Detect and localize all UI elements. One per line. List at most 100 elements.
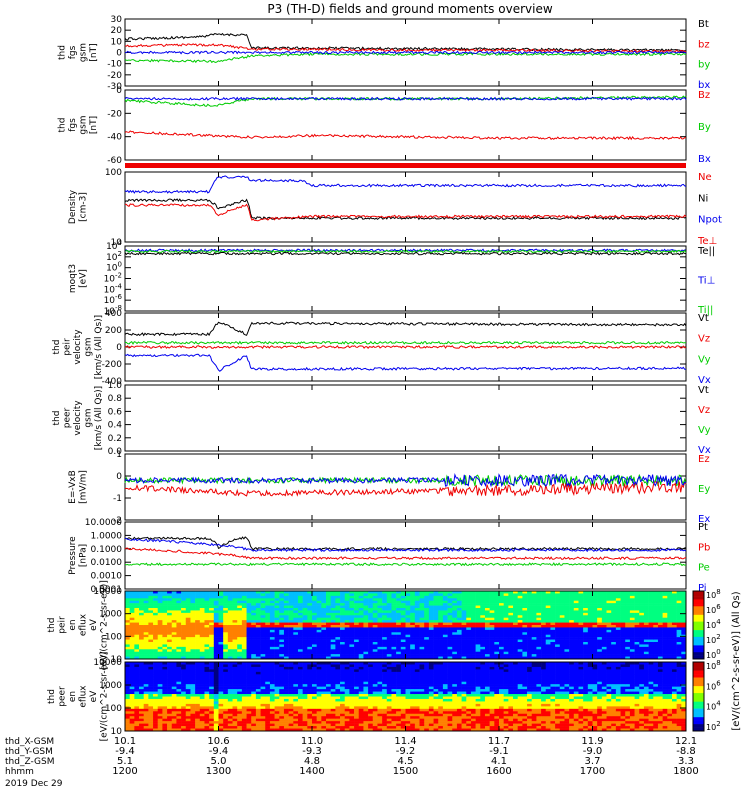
y-axis-label: gsm [84, 337, 94, 356]
spectrogram-cell [424, 627, 430, 631]
spectrogram-cell [527, 605, 533, 609]
spectrogram-cell [288, 698, 294, 702]
spectrogram-cell [330, 634, 336, 638]
spectrogram-cell [293, 698, 299, 702]
spectrogram-cell [513, 622, 518, 626]
legend-entry: Bz [698, 90, 710, 101]
spectrogram-cell [634, 646, 640, 650]
spectrogram-cell [129, 691, 135, 695]
spectrogram-cell [321, 632, 327, 636]
spectrogram-cell [620, 608, 626, 611]
spectrogram-cell [597, 654, 603, 657]
spectrogram-cell [316, 600, 322, 604]
spectrogram-cell [340, 713, 346, 717]
spectrogram-cell [297, 644, 303, 648]
spectrogram-cell [153, 664, 159, 668]
spectrogram-cell [237, 622, 243, 626]
spectrogram-cell [171, 684, 177, 687]
spectrogram-cell [297, 671, 303, 675]
spectrogram-cell [274, 703, 280, 707]
spectrogram-cell [204, 639, 210, 643]
spectrogram-cell [288, 664, 294, 668]
spectrogram-cell [260, 603, 266, 606]
spectrogram-cell [681, 600, 687, 604]
spectrogram-cell [125, 696, 130, 700]
spectrogram-cell [662, 605, 668, 609]
spectrogram-cell [414, 639, 420, 643]
spectrogram-cell [199, 691, 205, 695]
spectrogram-cell [625, 654, 631, 657]
spectrogram-cell [657, 598, 663, 602]
spectrogram-cell [148, 713, 154, 717]
spectrogram-cell [143, 676, 149, 680]
spectrogram-cell [255, 713, 261, 717]
spectrogram-cell [260, 689, 266, 692]
spectrogram-cell [377, 637, 383, 640]
spectrogram-cell [260, 639, 266, 643]
spectrogram-cell [653, 629, 659, 633]
spectrogram-cell [326, 664, 331, 668]
spectrogram-cell [508, 595, 514, 599]
spectrogram-cell [461, 649, 467, 653]
spectrogram-cell [368, 646, 374, 650]
spectrogram-cell [559, 627, 565, 631]
spectrogram-cell [199, 689, 205, 692]
spectrogram-cell [634, 639, 640, 643]
spectrogram-cell [503, 634, 509, 638]
spectrogram-cell [466, 649, 472, 653]
spectrogram-cell [204, 703, 210, 707]
spectrogram-cell [354, 706, 360, 710]
spectrogram-cell [344, 723, 350, 727]
spectrogram-cell [475, 646, 481, 650]
spectrogram-cell [255, 674, 261, 678]
spectrogram-cell [480, 637, 486, 640]
spectrogram-cell [489, 610, 495, 614]
spectrogram-cell [241, 610, 247, 614]
spectrogram-cell [592, 598, 598, 602]
spectrogram-cell [475, 637, 481, 640]
spectrogram-cell [368, 608, 374, 611]
spectrogram-cell [218, 629, 224, 633]
spectrogram-cell [442, 649, 448, 653]
spectrogram-cell [643, 627, 649, 631]
spectrogram-cell [260, 632, 266, 636]
spectrogram-cell [274, 708, 280, 712]
spectrogram-cell [335, 603, 341, 606]
spectrogram-cell [181, 634, 187, 638]
spectrogram-cell [213, 681, 219, 685]
spectrogram-cell [335, 622, 341, 626]
spectrogram-cell [171, 686, 177, 690]
spectrogram-cell [255, 694, 261, 697]
spectrogram-cell [195, 610, 201, 614]
spectrogram-cell [550, 646, 556, 650]
spectrogram-cell [223, 711, 229, 715]
spectrogram-cell [321, 674, 327, 678]
spectrogram-cell [227, 644, 233, 648]
spectrogram-cell [167, 666, 173, 670]
spectrogram-cell [508, 622, 514, 626]
spectrogram-cell [344, 600, 350, 604]
spectrogram-cell [615, 620, 621, 623]
spectrogram-cell [227, 728, 233, 732]
spectrogram-cell [274, 591, 280, 594]
spectrogram-cell [438, 634, 444, 638]
spectrogram-cell [620, 593, 626, 597]
spectrogram-cell [536, 610, 542, 614]
spectrogram-cell [671, 649, 677, 653]
spectrogram-cell [143, 612, 149, 616]
spectrogram-cell [620, 632, 626, 636]
spectrogram-cell [363, 600, 369, 604]
spectrogram-cell [176, 612, 182, 616]
spectrogram-cell [148, 684, 154, 687]
spectrogram-cell [629, 646, 635, 650]
spectrogram-cell [312, 627, 317, 631]
spectrogram-cell [316, 595, 322, 599]
spectrogram-cell [349, 612, 355, 616]
spectrogram-cell [260, 728, 266, 732]
spectrogram-cell [307, 681, 313, 685]
spectrogram-cell [489, 632, 495, 636]
spectrogram-cell [209, 603, 215, 606]
spectrogram-cell [354, 669, 360, 673]
spectrogram-cell [195, 703, 201, 707]
spectrogram-cell [527, 603, 533, 606]
